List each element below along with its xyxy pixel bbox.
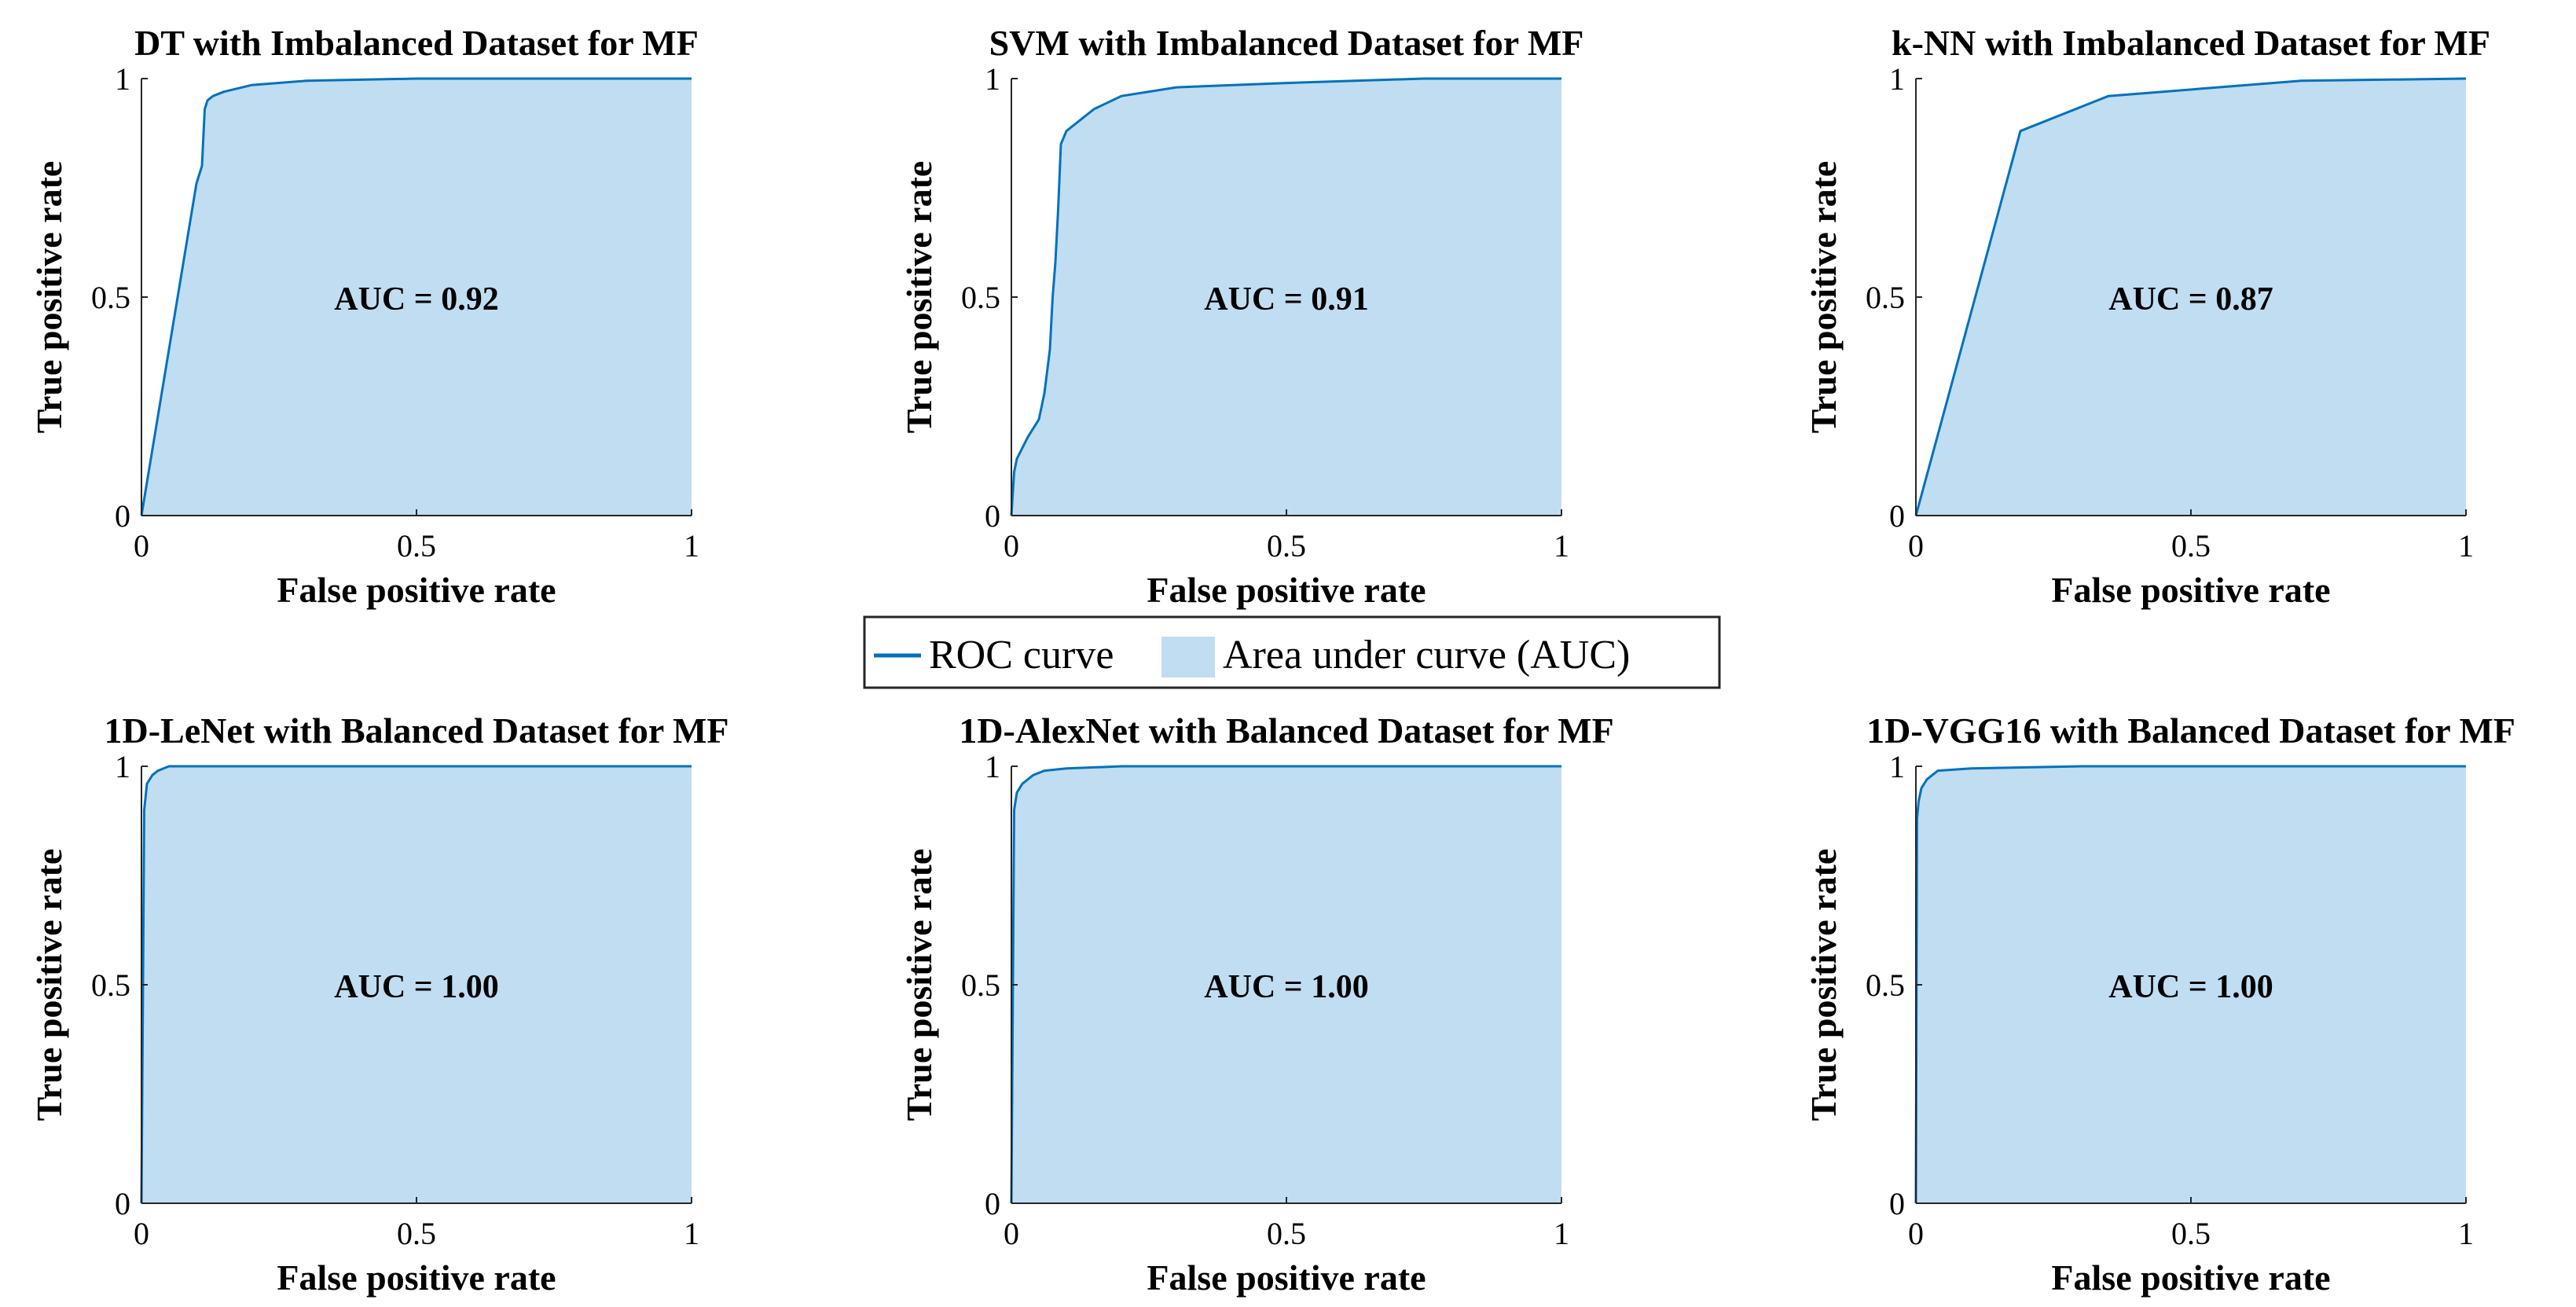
y-tick-label: 0.5 (961, 967, 1000, 1003)
y-axis-label: True positive rate (899, 849, 939, 1122)
roc-curve-line (1010, 77, 1561, 516)
x-axis-label: False positive rate (2051, 1257, 2330, 1298)
chart-title: 1D-LeNet with Balanced Dataset for MF (104, 710, 728, 751)
y-tick-label: 1 (1889, 61, 1905, 97)
auc-annotation: AUC = 1.00 (2108, 969, 2273, 1005)
x-tick-label: 0 (134, 1216, 149, 1251)
y-axis-label: True positive rate (1804, 849, 1844, 1122)
y-tick-label: 0 (985, 1186, 1000, 1221)
y-tick-label: 1 (985, 61, 1000, 97)
x-axis-label: False positive rate (2051, 570, 2330, 610)
y-axis-label: True positive rate (29, 849, 69, 1122)
y-tick-label: 0.5 (1866, 280, 1905, 315)
y-tick-label: 0.5 (91, 967, 130, 1003)
y-tick-label: 0.5 (91, 280, 130, 315)
y-tick-label: 1 (115, 749, 130, 784)
y-tick-label: 0 (115, 1186, 130, 1221)
y-axis-label: True positive rate (29, 161, 69, 434)
y-tick-label: 0 (985, 498, 1000, 534)
chart-title: SVM with Imbalanced Dataset for MF (989, 23, 1584, 63)
chart-title: 1D-VGG16 with Balanced Dataset for MF (1866, 710, 2515, 751)
y-tick-label: 0.5 (961, 280, 1000, 315)
auc-area (1011, 79, 1561, 516)
x-tick-label: 0.5 (397, 528, 436, 564)
legend-auc-label: Area under curve (AUC) (1223, 633, 1630, 677)
x-tick-label: 1 (684, 1216, 699, 1251)
roc-curve-line (140, 765, 692, 1204)
auc-area (1916, 79, 2466, 516)
x-tick-label: 0 (1004, 1216, 1019, 1251)
auc-annotation: AUC = 0.92 (334, 281, 498, 318)
auc-area (1011, 766, 1561, 1203)
y-tick-label: 0 (1889, 498, 1905, 534)
y-tick-label: 1 (115, 61, 130, 97)
auc-annotation: AUC = 1.00 (1204, 969, 1368, 1005)
legend-roc-label: ROC curve (929, 633, 1114, 677)
x-tick-label: 1 (1554, 528, 1569, 564)
x-tick-label: 0.5 (2171, 1216, 2211, 1251)
x-axis-label: False positive rate (277, 570, 556, 610)
auc-annotation: AUC = 0.87 (2108, 281, 2273, 318)
legend: ROC curve Area under curve (AUC) (863, 615, 1721, 689)
chart-title: k-NN with Imbalanced Dataset for MF (1892, 23, 2490, 63)
auc-area (141, 79, 692, 516)
x-axis-label: False positive rate (1147, 1257, 1426, 1298)
y-tick-label: 0.5 (1866, 967, 1905, 1003)
roc-curve-line (1914, 765, 2466, 1204)
x-tick-label: 0.5 (1267, 528, 1306, 564)
y-tick-label: 0 (1889, 1186, 1905, 1221)
y-tick-label: 0 (115, 498, 130, 534)
x-axis-label: False positive rate (277, 1257, 556, 1298)
x-tick-label: 1 (684, 528, 699, 564)
y-tick-label: 1 (985, 749, 1000, 784)
x-tick-label: 0 (1908, 528, 1924, 564)
x-tick-label: 0.5 (2171, 528, 2211, 564)
auc-area (1916, 766, 2466, 1203)
x-tick-label: 0 (1908, 1216, 1924, 1251)
x-tick-label: 0.5 (397, 1216, 436, 1251)
roc-curve-line (1914, 77, 2467, 516)
legend-box (863, 615, 1721, 689)
auc-area (141, 766, 692, 1203)
chart-title: DT with Imbalanced Dataset for MF (134, 23, 699, 63)
legend-auc-area-swatch (1161, 637, 1215, 677)
y-axis-label: True positive rate (899, 161, 939, 434)
roc-curve-line (1010, 765, 1561, 1204)
x-tick-label: 0.5 (1267, 1216, 1306, 1251)
x-axis-label: False positive rate (1147, 570, 1426, 610)
auc-annotation: AUC = 1.00 (334, 969, 498, 1005)
x-tick-label: 1 (1554, 1216, 1569, 1251)
chart-title: 1D-AlexNet with Balanced Dataset for MF (959, 710, 1613, 751)
y-tick-label: 1 (1889, 749, 1905, 784)
roc-curve-line (140, 77, 692, 516)
auc-annotation: AUC = 0.91 (1204, 281, 1368, 318)
x-tick-label: 0 (1004, 528, 1019, 564)
x-tick-label: 1 (2458, 1216, 2474, 1251)
y-axis-label: True positive rate (1804, 161, 1844, 434)
x-tick-label: 0 (134, 528, 149, 564)
x-tick-label: 1 (2458, 528, 2474, 564)
